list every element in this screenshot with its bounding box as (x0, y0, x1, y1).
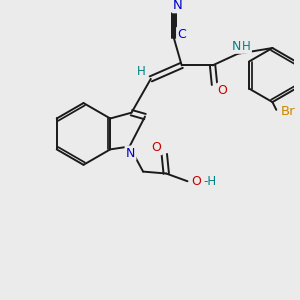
Text: N: N (173, 0, 183, 12)
Text: C: C (177, 28, 186, 41)
Text: O: O (191, 175, 201, 188)
Text: O: O (152, 141, 161, 154)
Text: O: O (217, 84, 227, 97)
Text: N: N (126, 147, 135, 160)
Text: -H: -H (203, 175, 216, 188)
Text: N: N (232, 40, 242, 52)
Text: H: H (242, 40, 251, 52)
Text: Br: Br (280, 105, 295, 118)
Text: H: H (137, 65, 146, 78)
